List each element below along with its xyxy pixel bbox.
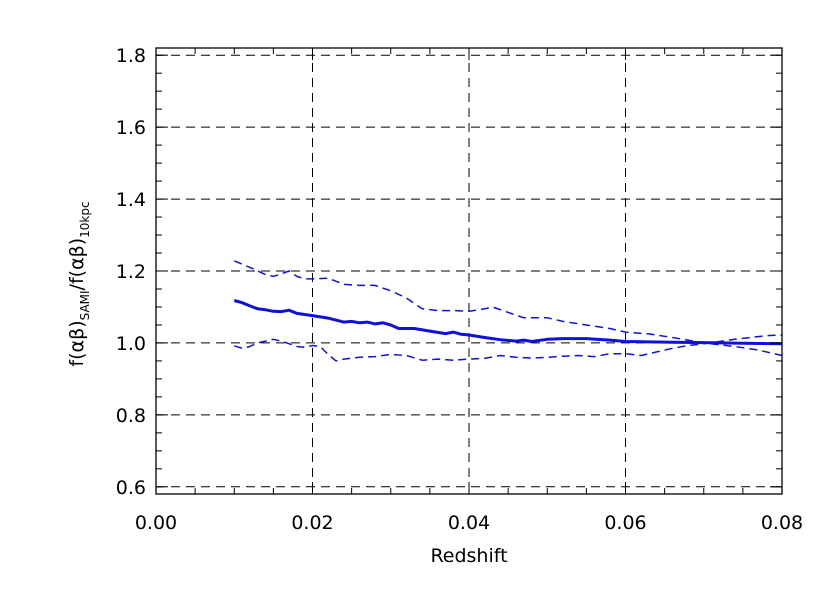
- y-tick-label: 0.8: [116, 405, 146, 427]
- y-tick-label: 1.6: [116, 117, 146, 139]
- ticks: [155, 48, 783, 494]
- y-title-sub2: 10kpc: [78, 201, 92, 237]
- tick-labels-y: 0.6 0.8 1.0 1.2 1.4 1.6 1.8: [116, 45, 146, 499]
- x-tick-label: 0.00: [135, 512, 177, 534]
- series-line-bound-1: [234, 260, 783, 357]
- x-tick-label: 0.04: [448, 512, 490, 534]
- y-tick-label: 0.6: [116, 477, 146, 499]
- y-tick-label: 1.4: [116, 189, 146, 211]
- tick-labels-x: 0.00 0.02 0.04 0.06 0.08: [135, 512, 803, 534]
- y-tick-label: 1.8: [116, 45, 146, 67]
- x-tick-label: 0.06: [604, 512, 646, 534]
- y-title-part1: f(αβ): [66, 320, 88, 366]
- y-title-slash: /: [66, 283, 88, 290]
- y-tick-label: 1.0: [116, 333, 146, 355]
- svg-text:f(αβ)SAMI/f(αβ)10kpc: f(αβ)SAMI/f(αβ)10kpc: [66, 201, 92, 366]
- series-line-bound-2: [234, 334, 783, 362]
- series-line-median: [233, 299, 783, 346]
- x-tick-label: 0.02: [291, 512, 333, 534]
- y-tick-label: 1.2: [116, 261, 146, 283]
- x-axis-title: Redshift: [430, 545, 507, 567]
- y-title-sub1: SAMI: [78, 290, 92, 320]
- series-layer: [233, 260, 783, 362]
- y-title-part2: f(αβ): [66, 238, 88, 284]
- y-axis-title: f(αβ)SAMI/f(αβ)10kpc: [66, 201, 92, 366]
- x-tick-label: 0.08: [761, 512, 803, 534]
- grid: [156, 48, 782, 494]
